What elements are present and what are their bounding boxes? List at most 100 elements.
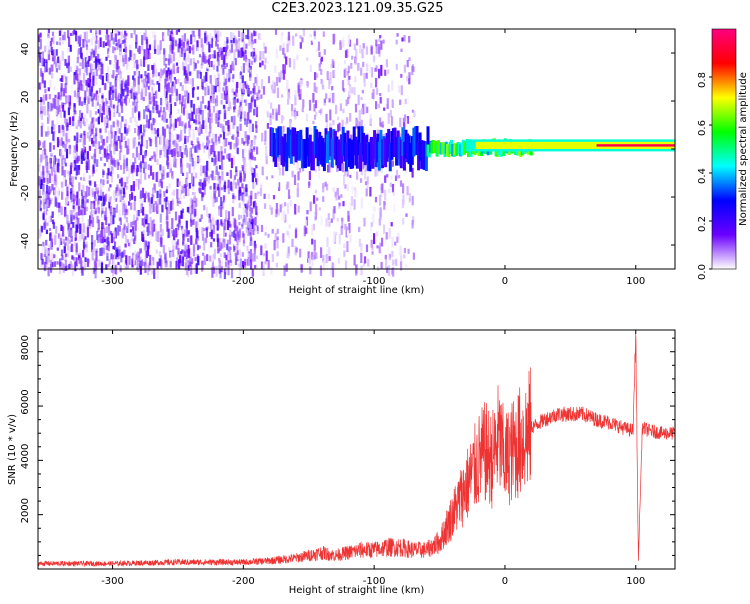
heatmap-cell bbox=[155, 129, 158, 134]
heatmap-cell bbox=[139, 257, 142, 268]
heatmap-cell bbox=[370, 239, 373, 248]
heatmap-cell bbox=[236, 138, 239, 146]
heatmap-cell bbox=[166, 221, 169, 232]
heatmap-cell bbox=[284, 202, 287, 207]
heatmap-cell bbox=[147, 48, 150, 59]
heatmap-cell bbox=[81, 84, 84, 91]
heatmap-cell bbox=[56, 137, 60, 148]
heatmap-cell bbox=[92, 63, 96, 70]
heatmap-cell bbox=[95, 58, 98, 68]
heatmap-cell bbox=[120, 252, 123, 263]
heatmap-cell bbox=[326, 134, 329, 164]
heatmap-cell bbox=[233, 91, 236, 96]
heatmap-cell bbox=[250, 148, 253, 159]
heatmap-cell bbox=[181, 121, 184, 127]
heatmap-cell bbox=[83, 130, 86, 136]
x-axis-label: Height of straight line (km) bbox=[289, 585, 425, 596]
heatmap-cell bbox=[198, 29, 201, 34]
heatmap-cell bbox=[181, 95, 184, 103]
heatmap-cell bbox=[363, 124, 367, 131]
heatmap-cell bbox=[355, 192, 358, 199]
heatmap-cell bbox=[346, 130, 350, 160]
heatmap-cell bbox=[77, 165, 80, 175]
heatmap-cell bbox=[351, 87, 354, 94]
heatmap-cell bbox=[376, 168, 379, 176]
heatmap-cell bbox=[147, 164, 150, 171]
heatmap-cell bbox=[269, 205, 272, 210]
heatmap-cell bbox=[207, 85, 210, 96]
heatmap-cell bbox=[116, 59, 119, 70]
heatmap-cell bbox=[245, 57, 248, 62]
heatmap-cell bbox=[153, 223, 156, 232]
heatmap-cell bbox=[113, 50, 116, 59]
heatmap-cell bbox=[156, 268, 159, 280]
heatmap-cell bbox=[146, 120, 149, 128]
heatmap-cell bbox=[242, 174, 245, 179]
heatmap-cell bbox=[40, 179, 43, 190]
heatmap-cell bbox=[185, 220, 188, 229]
heatmap-cell bbox=[100, 230, 103, 237]
x-tick-label: 100 bbox=[626, 576, 645, 587]
heatmap-cell bbox=[60, 249, 64, 257]
heatmap-cell bbox=[199, 182, 202, 194]
heatmap-cell bbox=[255, 107, 259, 118]
heatmap-cell bbox=[115, 264, 118, 276]
heatmap-cell bbox=[84, 225, 87, 237]
heatmap-cell bbox=[200, 124, 203, 134]
heatmap-cell bbox=[402, 218, 405, 225]
heatmap-cell bbox=[260, 79, 264, 90]
heatmap-cell bbox=[78, 75, 81, 82]
heatmap-cell bbox=[99, 195, 102, 201]
heatmap-cell bbox=[47, 211, 50, 217]
heatmap-cell bbox=[329, 109, 332, 121]
heatmap-cell bbox=[59, 37, 62, 41]
heatmap-cell bbox=[214, 165, 217, 175]
heatmap-cell bbox=[155, 203, 158, 212]
heatmap-cell bbox=[364, 181, 368, 186]
heatmap-cell bbox=[366, 63, 369, 72]
heatmap-cell bbox=[64, 259, 67, 267]
heatmap-cell bbox=[81, 148, 84, 155]
heatmap-cell bbox=[164, 144, 167, 150]
heatmap-cell bbox=[106, 173, 109, 180]
heatmap-cell bbox=[201, 142, 205, 147]
heatmap-cell bbox=[144, 141, 147, 148]
heatmap-cell bbox=[228, 51, 231, 57]
heatmap-cell bbox=[97, 116, 100, 125]
heatmap-cell bbox=[141, 249, 144, 253]
heatmap-cell bbox=[184, 244, 187, 253]
heatmap-cell bbox=[66, 197, 69, 204]
heatmap-cell bbox=[250, 51, 253, 57]
heatmap-cell bbox=[423, 141, 427, 170]
heatmap-cell bbox=[51, 120, 54, 126]
heatmap-cell bbox=[246, 230, 250, 237]
heatmap-cell bbox=[183, 251, 187, 257]
heatmap-cell bbox=[114, 55, 117, 63]
heatmap-cell bbox=[186, 44, 189, 48]
heatmap-cell bbox=[163, 255, 166, 264]
heatmap-cell bbox=[231, 63, 234, 71]
heatmap-cell bbox=[167, 29, 170, 36]
heatmap-cell bbox=[229, 259, 232, 263]
heatmap-cell bbox=[139, 256, 142, 260]
heatmap-cell bbox=[132, 226, 135, 237]
heatmap-cell bbox=[230, 43, 233, 53]
heatmap-cell bbox=[157, 232, 160, 241]
heatmap-cell bbox=[60, 87, 63, 97]
heatmap-cell bbox=[98, 30, 101, 35]
heatmap-cell bbox=[38, 190, 41, 201]
heatmap-cell bbox=[388, 254, 391, 261]
heatmap-cell bbox=[163, 146, 166, 158]
heatmap-cell bbox=[75, 150, 78, 161]
heatmap-cell bbox=[243, 157, 246, 168]
heatmap-cell bbox=[135, 120, 138, 127]
heatmap-cell bbox=[128, 255, 131, 265]
heatmap-cell bbox=[266, 111, 269, 118]
heatmap-cell bbox=[166, 139, 169, 149]
heatmap-cell bbox=[99, 128, 102, 133]
heatmap-cell bbox=[152, 203, 155, 213]
heatmap-cell bbox=[105, 146, 108, 157]
heatmap-cell bbox=[121, 195, 124, 200]
heatmap-cell bbox=[49, 233, 52, 241]
heatmap-cell bbox=[253, 52, 256, 57]
